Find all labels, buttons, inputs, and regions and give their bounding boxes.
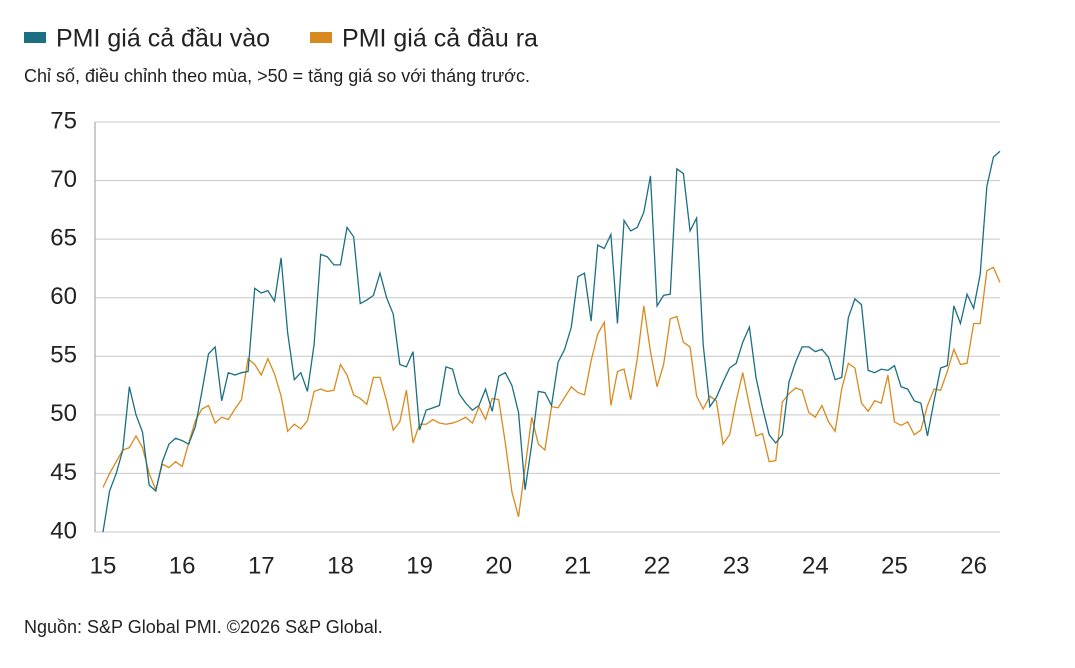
x-tick-label: 15 <box>90 552 117 579</box>
legend-swatch <box>24 32 46 43</box>
y-tick-label: 50 <box>50 400 77 427</box>
x-tick-label: 25 <box>881 552 908 579</box>
y-tick-label: 70 <box>50 166 77 193</box>
legend: PMI giá cả đầu vào PMI giá cả đầu ra <box>24 25 538 53</box>
x-tick-label: 19 <box>406 552 433 579</box>
y-tick-label: 65 <box>50 224 77 251</box>
y-tick-label: 55 <box>50 342 77 369</box>
x-tick-label: 23 <box>723 552 750 579</box>
x-tick-label: 17 <box>248 552 275 579</box>
x-tick-label: 20 <box>485 552 512 579</box>
series-line <box>102 266 1001 517</box>
series-line <box>102 150 1001 533</box>
x-tick-label: 16 <box>169 552 196 579</box>
legend-swatch <box>310 32 333 43</box>
y-tick-label: 60 <box>50 283 77 310</box>
legend-label: PMI giá cả đầu ra <box>342 25 538 53</box>
y-tick-label: 40 <box>50 517 77 544</box>
x-tick-label: 24 <box>802 552 829 579</box>
x-tick-label: 21 <box>565 552 592 579</box>
y-tick-label: 75 <box>50 107 77 134</box>
y-tick-label: 45 <box>50 459 77 486</box>
x-tick-label: 26 <box>960 552 987 579</box>
source-note: Nguồn: S&P Global PMI. ©2026 S&P Global. <box>24 617 383 637</box>
x-tick-label: 18 <box>327 552 354 579</box>
x-tick-label: 22 <box>644 552 671 579</box>
legend-label: PMI giá cả đầu vào <box>56 25 270 53</box>
chart-subtitle: Chỉ số, điều chỉnh theo mùa, >50 = tăng … <box>24 66 530 86</box>
